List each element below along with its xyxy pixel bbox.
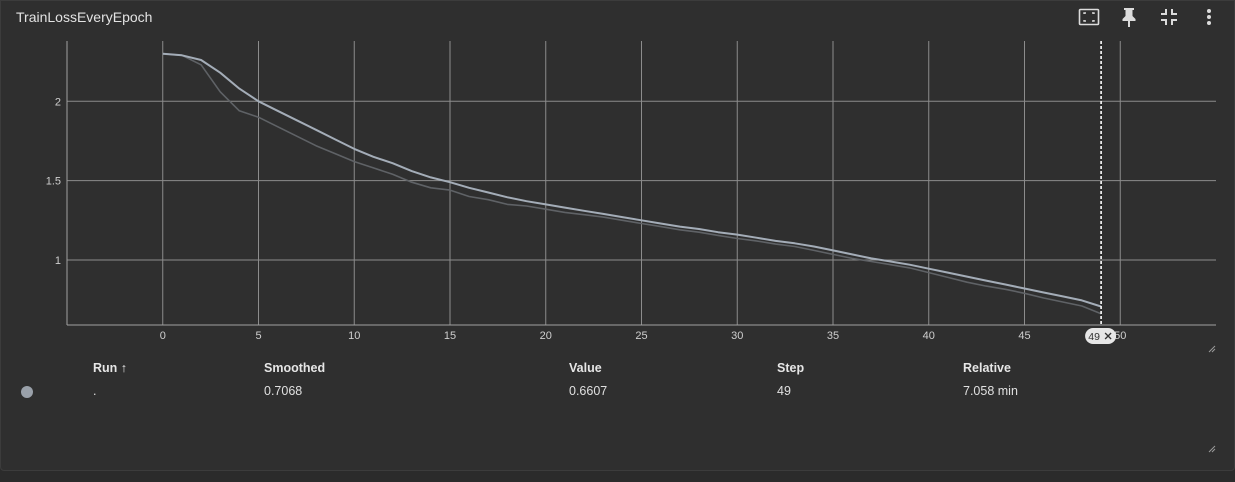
more-options-button[interactable] [1198, 5, 1220, 29]
step-header: Step [777, 361, 805, 375]
x-tick-label: 15 [444, 330, 456, 342]
hover-step-label: 49 [1088, 331, 1100, 343]
x-tick-label: 0 [160, 330, 166, 342]
x-tick-label: 20 [540, 330, 552, 342]
card-toolbar [1078, 5, 1220, 29]
step-value: 49 [777, 384, 791, 398]
raw-value: 0.6607 [569, 384, 608, 398]
smoothed-value: 0.7068 [264, 384, 303, 398]
run-name: . [93, 384, 97, 398]
x-tick-label: 10 [348, 330, 360, 342]
table-resize-handle-icon[interactable] [1208, 445, 1216, 453]
x-tick-label: 25 [635, 330, 647, 342]
x-tick-label: 40 [923, 330, 935, 342]
smoothed-header: Smoothed [264, 361, 326, 375]
value-header: Value [569, 361, 602, 375]
chart-resize-handle-icon[interactable] [1208, 345, 1216, 353]
pin-button[interactable] [1118, 5, 1140, 29]
relative-value: 7.058 min [963, 384, 1018, 398]
x-tick-label: 5 [255, 330, 261, 342]
raw-series-line [162, 52, 1102, 315]
run-color-dot [21, 386, 33, 398]
x-tick-label: 45 [1018, 330, 1030, 342]
line-chart[interactable]: 0 5 10 15 20 25 30 35 40 45 50 1 1.5 2 49 [1, 1, 1234, 353]
fit-domain-button[interactable] [1078, 5, 1100, 29]
relative-header: Relative [963, 361, 1011, 375]
y-tick-label: 1.5 [46, 176, 61, 188]
y-tick-label: 1 [55, 255, 61, 267]
fit-domain-icon [1078, 8, 1100, 26]
scalar-card: TrainLossEveryEpoch 0 5 10 15 20 25 3 [0, 0, 1235, 471]
fullscreen-exit-icon [1161, 9, 1177, 25]
x-tick-label: 35 [827, 330, 839, 342]
more-vert-icon [1207, 9, 1211, 25]
run-header[interactable]: Run ↑ [93, 361, 128, 375]
x-tick-label: 30 [731, 330, 743, 342]
close-icon[interactable] [1104, 332, 1112, 340]
y-tick-label: 2 [55, 96, 61, 108]
collapse-button[interactable] [1158, 5, 1180, 29]
pin-icon [1122, 8, 1136, 27]
hover-step-chip[interactable] [1085, 328, 1117, 344]
smoothed-series-line [162, 52, 1102, 308]
x-tick-label: 50 [1114, 330, 1126, 342]
card-title: TrainLossEveryEpoch [16, 9, 153, 25]
